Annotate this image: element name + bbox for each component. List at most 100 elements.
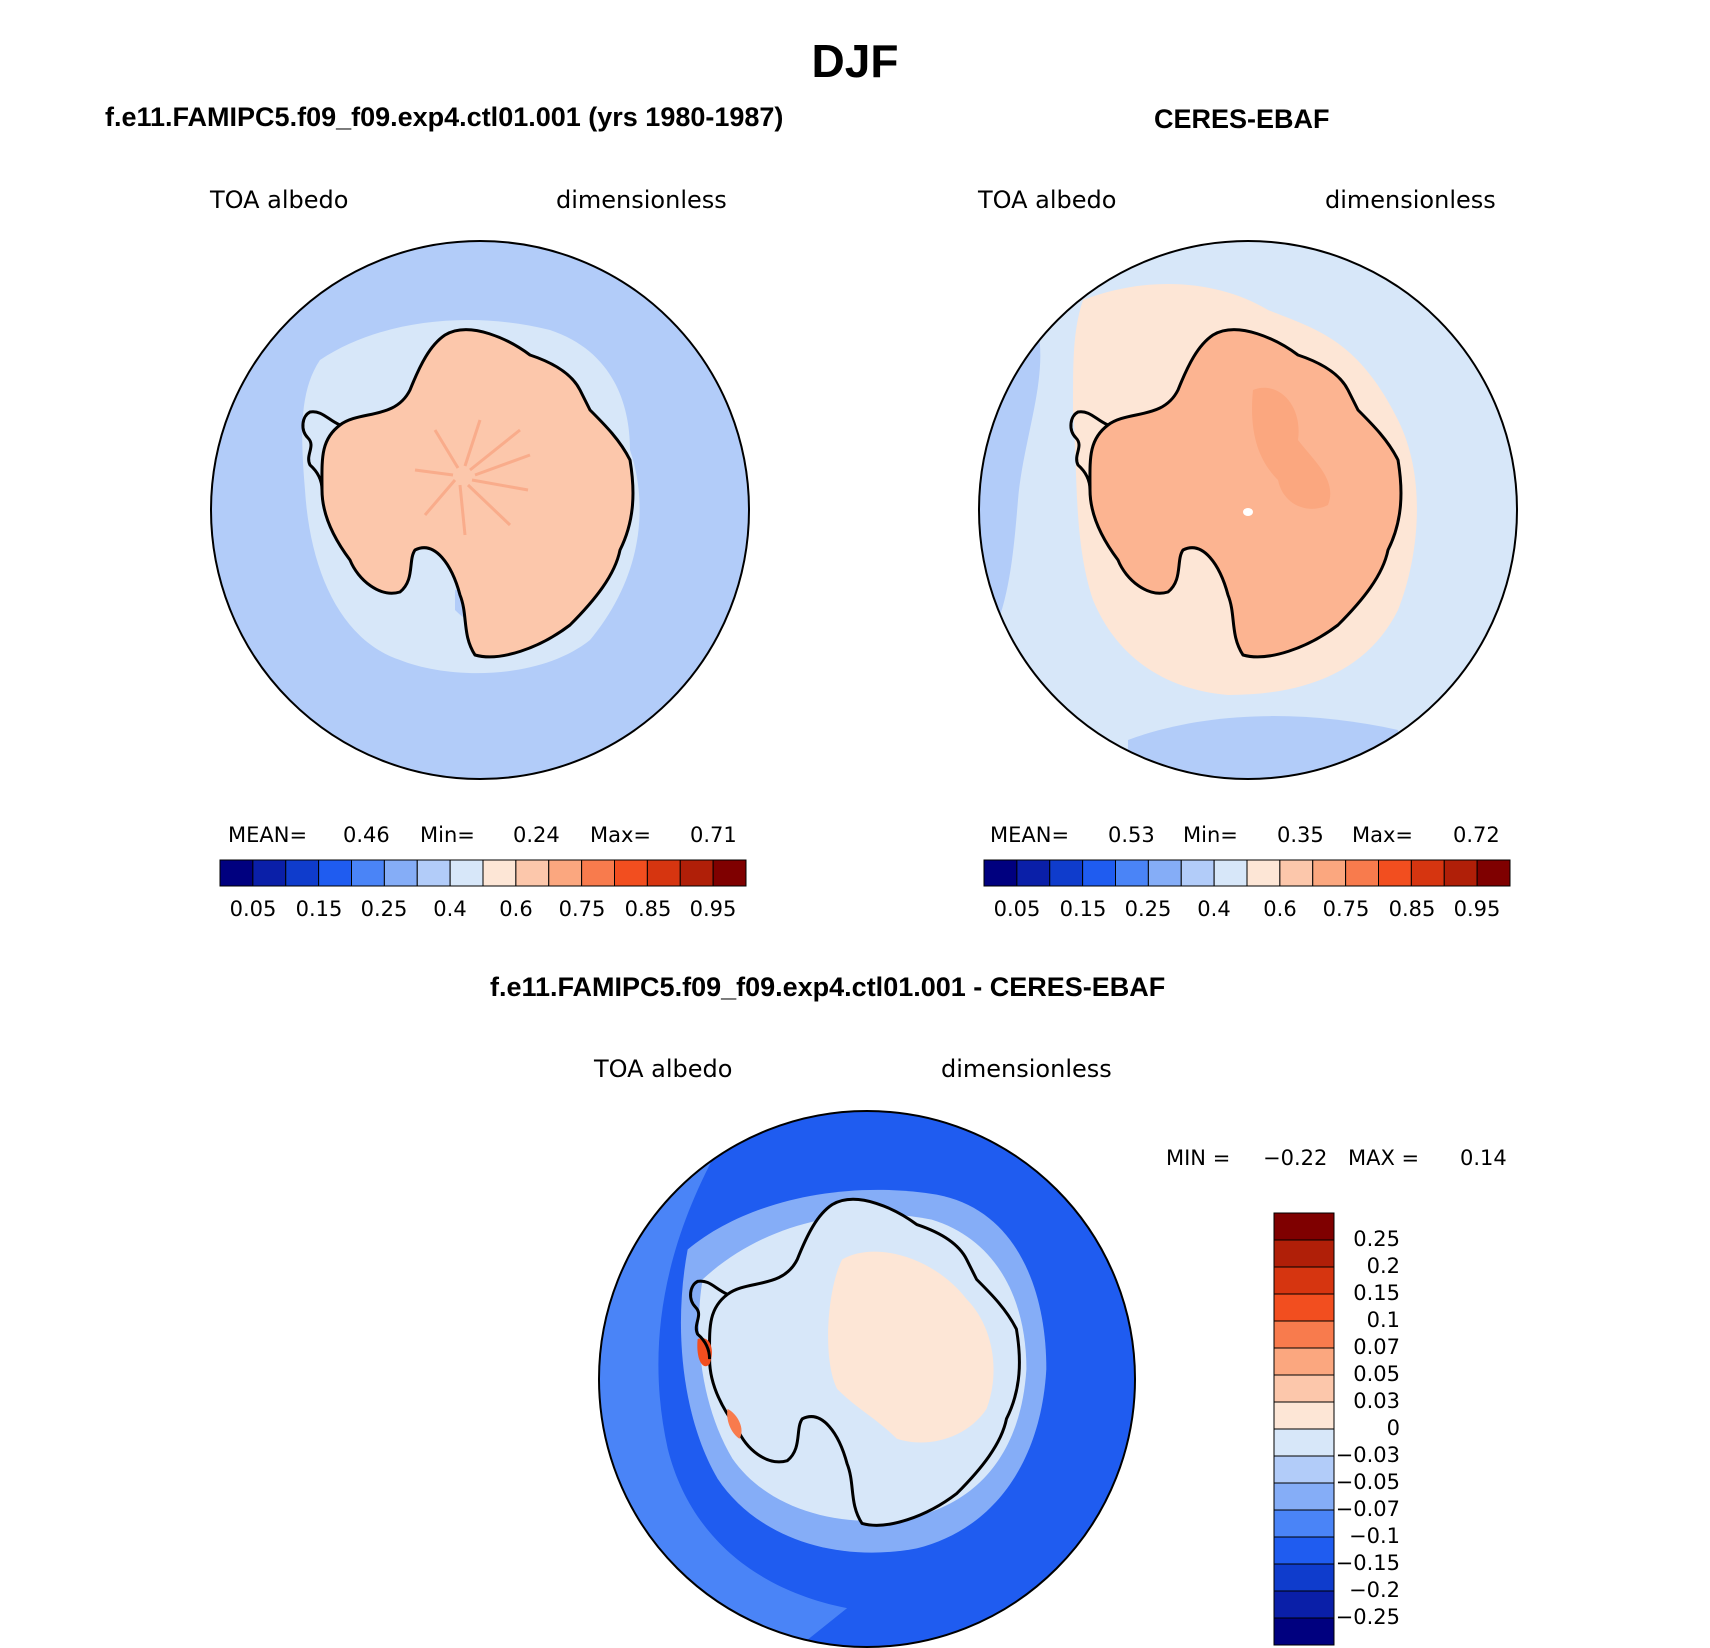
colorbar-swatch xyxy=(1410,859,1445,887)
colorbar-swatch xyxy=(1180,859,1215,887)
colorbar-swatch xyxy=(252,859,287,887)
obs-peninsula xyxy=(1069,410,1109,491)
diff-min-value: −0.22 xyxy=(1263,1146,1328,1170)
diff-units-label: dimensionless xyxy=(941,1055,1112,1083)
model-panel-title: f.e11.FAMIPC5.f09_f09.exp4.ctl01.001 (yr… xyxy=(105,102,784,132)
obs-colorbar-tick: 0.25 xyxy=(1124,897,1172,921)
colorbar-swatch xyxy=(1049,859,1084,887)
obs-colorbar-tick: 0.15 xyxy=(1059,897,1107,921)
obs-max-label: Max= xyxy=(1352,823,1414,847)
model-variable-label: TOA albedo xyxy=(210,186,349,214)
colorbar-swatch xyxy=(712,859,747,887)
colorbar-swatch xyxy=(482,859,517,887)
diff-variable-label: TOA albedo xyxy=(594,1055,733,1083)
obs-colorbar-tick: 0.4 xyxy=(1197,897,1231,921)
model-max-label: Max= xyxy=(590,823,652,847)
colorbar-swatch xyxy=(416,859,451,887)
diff-peninsula xyxy=(689,1279,729,1360)
colorbar-swatch xyxy=(1082,859,1116,887)
colorbar-swatch xyxy=(1476,859,1511,887)
diff-min-label: MIN = xyxy=(1166,1146,1231,1170)
diff-polar-map xyxy=(598,1110,1136,1648)
colorbar-swatch xyxy=(548,859,583,887)
obs-units-label: dimensionless xyxy=(1325,186,1496,214)
obs-colorbar-tick: 0.85 xyxy=(1388,897,1436,921)
diff-colorbar xyxy=(1273,1212,1335,1646)
model-min-label: Min= xyxy=(420,823,475,847)
model-max-value: 0.71 xyxy=(690,823,737,847)
model-colorbar-tick: 0.15 xyxy=(295,897,343,921)
diff-colorbar-tick: −0.15 xyxy=(1335,1551,1400,1575)
colorbar-swatch xyxy=(581,859,615,887)
main-title: DJF xyxy=(811,35,899,87)
colorbar-swatch xyxy=(1016,859,1051,887)
colorbar-swatch xyxy=(285,859,320,887)
obs-colorbar xyxy=(983,859,1511,887)
colorbar-swatch xyxy=(1273,1320,1335,1349)
colorbar-swatch xyxy=(1273,1509,1335,1538)
colorbar-swatch xyxy=(1345,859,1379,887)
diff-colorbar-tick: 0.1 xyxy=(1366,1308,1400,1332)
model-colorbar-tick: 0.4 xyxy=(433,897,467,921)
colorbar-swatch xyxy=(1246,859,1281,887)
colorbar-swatch xyxy=(983,859,1018,887)
diff-plateau-warm xyxy=(828,1251,994,1443)
colorbar-swatch xyxy=(1279,859,1314,887)
colorbar-swatch xyxy=(1273,1212,1335,1241)
colorbar-swatch xyxy=(1443,859,1478,887)
diff-max-label: MAX = xyxy=(1348,1146,1420,1170)
diff-colorbar-tick: 0.2 xyxy=(1366,1254,1400,1278)
diff-colorbar-tick: −0.25 xyxy=(1335,1605,1400,1629)
diff-max-value: 0.14 xyxy=(1460,1146,1507,1170)
colorbar-swatch xyxy=(383,859,418,887)
colorbar-swatch xyxy=(449,859,484,887)
obs-variable-label: TOA albedo xyxy=(978,186,1117,214)
diff-colorbar-tick: 0.07 xyxy=(1353,1335,1400,1359)
diff-panel-title: f.e11.FAMIPC5.f09_f09.exp4.ctl01.001 - C… xyxy=(490,972,1166,1002)
colorbar-swatch xyxy=(1115,859,1149,887)
diff-colorbar-tick: 0.05 xyxy=(1353,1362,1400,1386)
colorbar-swatch xyxy=(351,859,385,887)
obs-continent xyxy=(1088,328,1403,659)
colorbar-swatch xyxy=(219,859,254,887)
diff-colorbar-tick: −0.07 xyxy=(1335,1497,1400,1521)
model-mean-value: 0.46 xyxy=(343,823,390,847)
colorbar-swatch xyxy=(1147,859,1182,887)
colorbar-swatch xyxy=(1273,1347,1335,1376)
colorbar-swatch xyxy=(1312,859,1347,887)
colorbar-swatch xyxy=(1273,1590,1335,1619)
diff-colorbar-tick: −0.05 xyxy=(1335,1470,1400,1494)
colorbar-swatch xyxy=(1213,859,1248,887)
colorbar-swatch xyxy=(515,859,550,887)
obs-plateau-high xyxy=(1252,387,1331,509)
model-colorbar-tick: 0.95 xyxy=(689,897,737,921)
diff-coast-red-2 xyxy=(727,1408,742,1439)
model-min-value: 0.24 xyxy=(513,823,560,847)
model-colorbar-tick: 0.6 xyxy=(499,897,533,921)
model-colorbar-tick: 0.05 xyxy=(229,897,277,921)
colorbar-swatch xyxy=(1378,859,1412,887)
obs-colorbar-tick: 0.75 xyxy=(1322,897,1370,921)
diff-colorbar-tick: −0.2 xyxy=(1349,1578,1400,1602)
colorbar-swatch xyxy=(1273,1428,1335,1457)
obs-panel-title: CERES-EBAF xyxy=(1154,104,1330,134)
colorbar-swatch xyxy=(318,859,352,887)
diff-colorbar-tick: 0.03 xyxy=(1353,1389,1400,1413)
obs-bottom-band xyxy=(1128,716,1398,779)
diff-colorbar-tick: 0 xyxy=(1386,1416,1400,1440)
obs-pole-hole xyxy=(1243,508,1253,516)
model-colorbar-tick: 0.75 xyxy=(558,897,606,921)
colorbar-swatch xyxy=(646,859,681,887)
diff-coast-red-1 xyxy=(697,1338,712,1367)
colorbar-swatch xyxy=(1273,1266,1335,1295)
diff-colorbar-tick: −0.03 xyxy=(1335,1443,1400,1467)
obs-min-label: Min= xyxy=(1183,823,1238,847)
model-colorbar-tick: 0.25 xyxy=(360,897,408,921)
diff-colorbar-tick: 0.15 xyxy=(1353,1281,1400,1305)
model-mean-label: MEAN= xyxy=(228,823,308,847)
colorbar-swatch xyxy=(679,859,714,887)
diff-colorbar-tick: 0.25 xyxy=(1353,1227,1400,1251)
model-plateau-streaks xyxy=(414,419,531,536)
colorbar-swatch xyxy=(1273,1455,1335,1484)
model-polar-map xyxy=(210,240,750,780)
